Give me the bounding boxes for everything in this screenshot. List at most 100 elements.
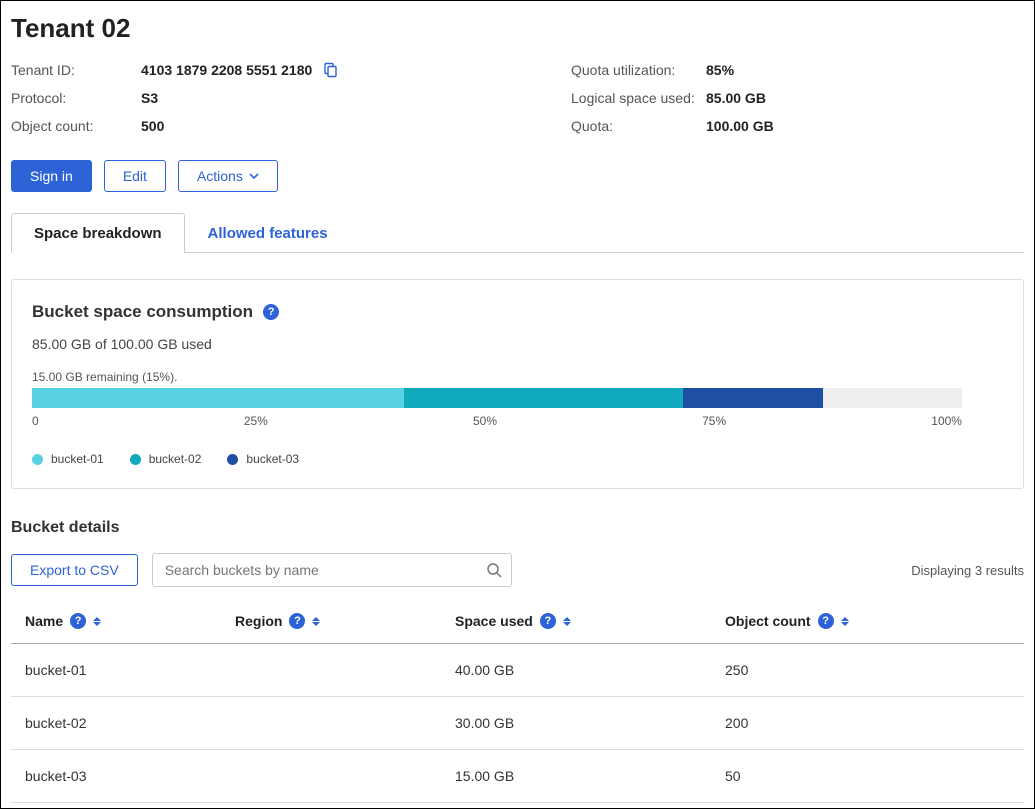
legend-dot [227, 454, 238, 465]
meta-value: S3 [141, 90, 158, 106]
table-row[interactable]: bucket-01 40.00 GB250 [11, 644, 1024, 697]
col-space-used[interactable]: Space used? [441, 599, 711, 644]
cell-count: 200 [711, 697, 1024, 750]
meta-tenant-id: Tenant ID: 4103 1879 2208 5551 2180 [11, 62, 531, 78]
page-title: Tenant 02 [11, 13, 1024, 44]
sort-icon[interactable] [312, 617, 322, 626]
col-region[interactable]: Region? [221, 599, 441, 644]
meta-protocol: Protocol: S3 [11, 90, 531, 106]
meta-label: Quota: [571, 118, 706, 134]
cell-name: bucket-01 [11, 644, 221, 697]
search-input[interactable] [152, 553, 512, 587]
remaining-text: 15.00 GB remaining (15%). [32, 370, 1003, 384]
cell-count: 250 [711, 644, 1024, 697]
panel-title: Bucket space consumption ? [32, 302, 1003, 322]
legend-item-bucket-03: bucket-03 [227, 452, 299, 466]
tabs: Space breakdown Allowed features [11, 212, 1024, 253]
col-label: Object count [725, 613, 811, 629]
meta-label: Quota utilization: [571, 62, 706, 78]
meta-col-left: Tenant ID: 4103 1879 2208 5551 2180 Prot… [11, 62, 531, 134]
col-label: Region [235, 613, 282, 629]
tab-space-breakdown[interactable]: Space breakdown [11, 213, 185, 253]
cell-region [221, 750, 441, 803]
legend-dot [130, 454, 141, 465]
col-label: Name [25, 613, 63, 629]
actions-label: Actions [197, 168, 243, 184]
meta-value: 4103 1879 2208 5551 2180 [141, 62, 338, 78]
chevron-down-icon [249, 171, 259, 181]
meta-value: 500 [141, 118, 164, 134]
table-row[interactable]: bucket-02 30.00 GB200 [11, 697, 1024, 750]
sort-icon[interactable] [841, 617, 851, 626]
cell-space: 40.00 GB [441, 644, 711, 697]
tick-label: 25% [244, 414, 268, 428]
help-icon[interactable]: ? [289, 613, 305, 629]
meta-label: Tenant ID: [11, 62, 141, 78]
results-text: Displaying 3 results [911, 563, 1024, 578]
meta-label: Protocol: [11, 90, 141, 106]
cell-region [221, 697, 441, 750]
tick-label: 100% [931, 414, 962, 428]
sort-icon[interactable] [563, 617, 573, 626]
legend-dot [32, 454, 43, 465]
bucket-table: Name?Region?Space used?Object count? buc… [11, 599, 1024, 803]
help-icon[interactable]: ? [70, 613, 86, 629]
cell-space: 15.00 GB [441, 750, 711, 803]
bucket-details-title: Bucket details [11, 519, 1024, 537]
search-wrap [152, 553, 512, 587]
cell-count: 50 [711, 750, 1024, 803]
table-row[interactable]: bucket-03 15.00 GB50 [11, 750, 1024, 803]
col-name[interactable]: Name? [11, 599, 221, 644]
legend-label: bucket-01 [51, 452, 104, 466]
help-icon[interactable]: ? [540, 613, 556, 629]
meta-value: 100.00 GB [706, 118, 774, 134]
help-icon[interactable]: ? [818, 613, 834, 629]
cell-name: bucket-02 [11, 697, 221, 750]
cell-region [221, 644, 441, 697]
action-buttons: Sign in Edit Actions [11, 160, 1024, 192]
meta-value: 85.00 GB [706, 90, 766, 106]
legend-label: bucket-03 [246, 452, 299, 466]
actions-button[interactable]: Actions [178, 160, 278, 192]
meta-grid: Tenant ID: 4103 1879 2208 5551 2180 Prot… [11, 62, 1024, 134]
legend-item-bucket-01: bucket-01 [32, 452, 104, 466]
tick-label: 75% [702, 414, 726, 428]
panel-title-text: Bucket space consumption [32, 302, 253, 322]
bucket-space-panel: Bucket space consumption ? 85.00 GB of 1… [11, 279, 1024, 489]
cell-name: bucket-03 [11, 750, 221, 803]
legend-label: bucket-02 [149, 452, 202, 466]
meta-logical-space: Logical space used: 85.00 GB [571, 90, 1011, 106]
edit-button[interactable]: Edit [104, 160, 166, 192]
meta-value: 85% [706, 62, 734, 78]
export-csv-button[interactable]: Export to CSV [11, 554, 138, 586]
help-icon[interactable]: ? [263, 304, 279, 320]
usage-text: 85.00 GB of 100.00 GB used [32, 336, 1003, 352]
details-toolbar: Export to CSV Displaying 3 results [11, 553, 1024, 587]
col-label: Space used [455, 613, 533, 629]
search-icon [486, 562, 502, 578]
tenant-id-value: 4103 1879 2208 5551 2180 [141, 62, 312, 78]
bar-segment-bucket-03 [683, 388, 823, 408]
meta-col-right: Quota utilization: 85% Logical space use… [571, 62, 1011, 134]
tab-allowed-features[interactable]: Allowed features [185, 213, 351, 253]
sort-icon[interactable] [93, 617, 103, 626]
usage-bar [32, 388, 962, 408]
bar-segment-bucket-01 [32, 388, 404, 408]
usage-ticks: 0 25% 50% 75% 100% [32, 414, 962, 428]
tick-label: 50% [473, 414, 497, 428]
copy-icon[interactable] [322, 62, 338, 78]
cell-space: 30.00 GB [441, 697, 711, 750]
meta-label: Logical space used: [571, 90, 706, 106]
usage-bar-wrap: 0 25% 50% 75% 100% [32, 388, 1003, 428]
signin-button[interactable]: Sign in [11, 160, 92, 192]
legend-item-bucket-02: bucket-02 [130, 452, 202, 466]
tick-label: 0 [32, 414, 39, 428]
meta-quota-util: Quota utilization: 85% [571, 62, 1011, 78]
meta-label: Object count: [11, 118, 141, 134]
col-object-count[interactable]: Object count? [711, 599, 1024, 644]
legend: bucket-01 bucket-02 bucket-03 [32, 452, 1003, 466]
tab-content: Bucket space consumption ? 85.00 GB of 1… [11, 253, 1024, 803]
meta-quota: Quota: 100.00 GB [571, 118, 1011, 134]
bar-segment-bucket-02 [404, 388, 683, 408]
meta-object-count: Object count: 500 [11, 118, 531, 134]
